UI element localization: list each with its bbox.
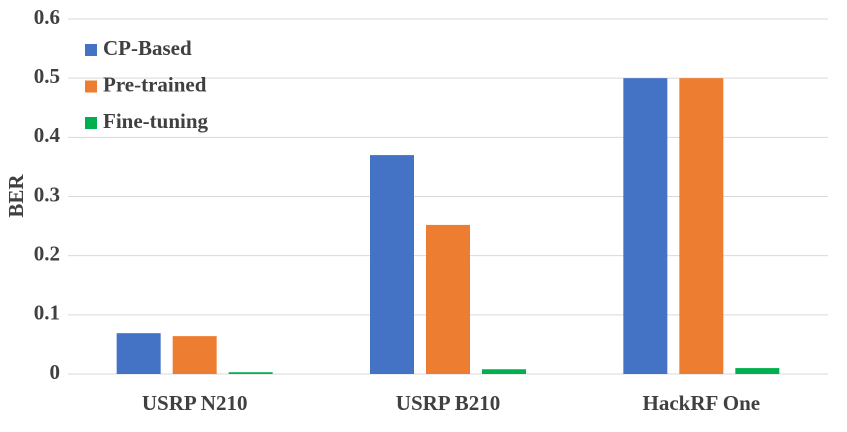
y-tick-label: 0.1 — [34, 301, 60, 325]
x-tick-label: HackRF One — [643, 391, 761, 415]
legend-swatch — [85, 117, 97, 129]
y-tick-label: 0.2 — [34, 241, 60, 265]
y-tick-label: 0.4 — [34, 123, 61, 147]
bar — [735, 368, 780, 374]
y-tick-label: 0.6 — [34, 5, 60, 29]
bar — [679, 78, 724, 375]
y-tick-label: 0.3 — [34, 182, 60, 206]
bar — [623, 78, 668, 375]
bar — [370, 155, 414, 374]
bar — [172, 336, 217, 374]
bar — [426, 224, 470, 374]
x-tick-label: USRP B210 — [396, 391, 500, 415]
y-tick-label: 0.5 — [34, 64, 60, 88]
y-axis-label: BER — [4, 174, 28, 218]
legend-label: Pre-trained — [103, 72, 207, 96]
legend-swatch — [85, 80, 97, 93]
bar — [116, 333, 161, 374]
bar — [482, 369, 526, 374]
legend-label: CP-Based — [103, 36, 192, 60]
y-tick-label: 0 — [50, 360, 61, 384]
x-tick-label: USRP N210 — [142, 391, 248, 415]
legend-label: Fine-tuning — [103, 109, 209, 133]
bar — [228, 372, 273, 374]
legend-swatch — [85, 44, 97, 56]
